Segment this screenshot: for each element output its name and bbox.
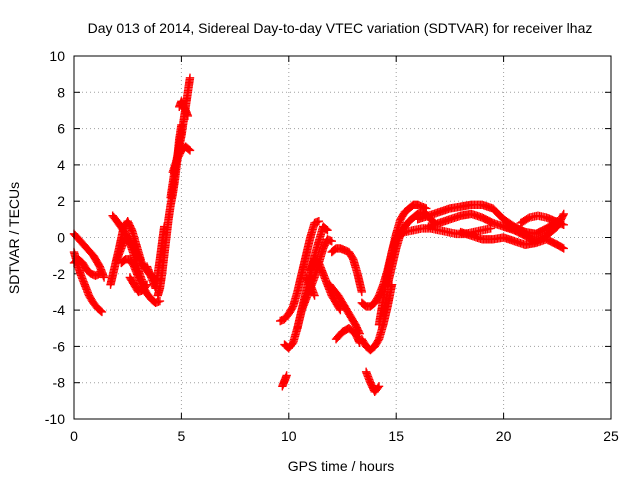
series-arc-12: [168, 142, 195, 177]
series-arc-3: [69, 247, 107, 317]
data-point: [558, 211, 568, 220]
series-arc-15: [276, 216, 324, 326]
data-point: [523, 214, 533, 223]
series-arc-33: [516, 211, 568, 229]
data-point: [282, 371, 291, 380]
plot-frame: [73, 55, 612, 420]
series-arc-18: [301, 273, 319, 300]
data-point: [327, 236, 336, 246]
data-point: [558, 243, 567, 252]
y-tick-label: -2: [53, 266, 66, 282]
series-arc-22: [331, 324, 364, 347]
data-point: [155, 296, 165, 306]
series-arc-25: [361, 367, 384, 396]
y-tick-label: -4: [53, 302, 66, 318]
series-arc-7: [117, 255, 165, 308]
chart-title: Day 013 of 2014, Sidereal Day-to-day VTE…: [88, 20, 593, 36]
data-point: [486, 224, 495, 233]
data-point: [183, 111, 193, 121]
y-axis-label: SDTVAR / TECUs: [6, 182, 22, 294]
data-point: [323, 226, 332, 235]
y-tick-label: 4: [57, 157, 65, 173]
x-tick-label: 25: [603, 428, 619, 444]
x-tick-label: 20: [496, 428, 512, 444]
data-point: [322, 225, 331, 234]
data-point: [185, 73, 195, 82]
x-axis-label: GPS time / hours: [288, 458, 395, 474]
data-point: [373, 336, 383, 345]
data-point: [127, 224, 136, 233]
y-tick-label: -10: [45, 411, 65, 427]
data-point: [357, 287, 367, 297]
series-arc-27: [383, 207, 440, 289]
data-point: [142, 280, 152, 289]
x-tick-label: 10: [281, 428, 297, 444]
data-point: [97, 307, 107, 317]
x-tick-label: 5: [178, 428, 186, 444]
series-arc-32: [499, 209, 568, 246]
y-tick-label: 8: [57, 84, 65, 100]
series-arc-14: [278, 371, 291, 391]
data-point: [314, 216, 324, 226]
data-point: [96, 306, 106, 316]
data-point: [95, 269, 104, 278]
data-point: [559, 220, 568, 229]
x-tick-label: 15: [388, 428, 404, 444]
series-arc-21: [327, 244, 367, 297]
data-point: [99, 273, 109, 282]
series-arc-8: [125, 273, 152, 297]
y-tick-label: -6: [53, 338, 66, 354]
series-arc-11: [166, 73, 195, 202]
data-point: [348, 253, 357, 263]
data-point: [141, 281, 151, 291]
data-point: [559, 244, 568, 253]
y-tick-label: 10: [49, 48, 65, 64]
data-point: [559, 209, 568, 219]
y-tick-label: 2: [57, 193, 65, 209]
y-tick-label: 0: [57, 230, 65, 246]
data-point: [288, 303, 297, 313]
series-arc-20: [325, 280, 364, 338]
data-point: [399, 228, 408, 238]
data-point: [184, 145, 194, 154]
x-tick-label: 0: [70, 428, 78, 444]
data-point: [373, 383, 383, 392]
series-arc-13: [175, 97, 193, 121]
y-tick-label: 6: [57, 121, 65, 137]
data-point: [310, 291, 319, 300]
y-tick-label: -8: [53, 375, 66, 391]
data-point: [185, 146, 195, 155]
axis-ticks: 0 5 10 15 20 25 -10 -8 -6 -4 -2 0 2 4 6 8 10: [45, 48, 619, 444]
data-point: [374, 382, 384, 391]
data-marks: [69, 73, 568, 396]
